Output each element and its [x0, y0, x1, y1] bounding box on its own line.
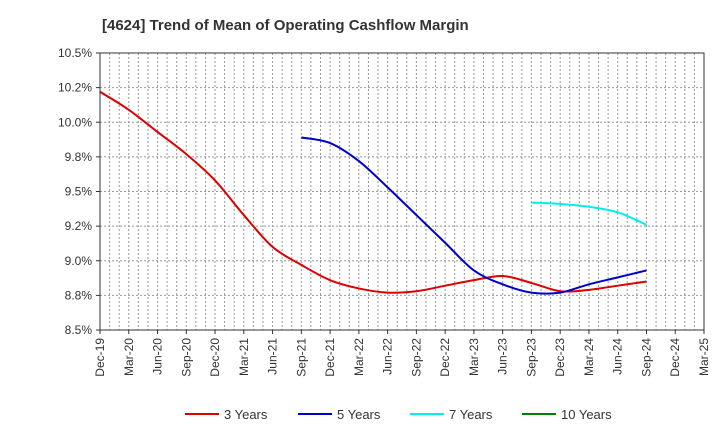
- legend-label-5-years: 5 Years: [337, 407, 381, 422]
- x-tick-label: Jun-20: [151, 338, 165, 375]
- x-tick-label: Jun-23: [496, 338, 510, 375]
- x-tick-label: Dec-22: [438, 338, 452, 377]
- y-tick-label: 9.2%: [65, 219, 93, 233]
- y-tick-label: 8.5%: [65, 323, 93, 337]
- y-tick-label: 10.0%: [58, 115, 92, 129]
- legend-label-3-years: 3 Years: [224, 407, 268, 422]
- series-line-5-years: [301, 136, 647, 295]
- x-tick-label: Mar-21: [237, 338, 251, 376]
- y-tick-label: 9.0%: [65, 254, 93, 268]
- x-tick-label: Mar-23: [467, 338, 481, 376]
- x-tick-label: Sep-24: [639, 338, 653, 377]
- x-axis: Dec-19 Mar-20 Jun-20 Sep-20 Dec-20 Mar-21 Jun-…: [93, 330, 711, 377]
- y-tick-label: 9.5%: [65, 185, 93, 199]
- x-tick-label: Dec-23: [553, 338, 567, 377]
- y-axis: 8.5% 8.8% 9.0% 9.2% 9.5% 9.8% 10.0% 10.2% 10.5%: [58, 46, 100, 337]
- y-tick-label: 10.2%: [58, 81, 92, 95]
- x-tick-label: Mar-25: [697, 338, 711, 376]
- x-tick-label: Sep-20: [179, 338, 193, 377]
- x-tick-label: Mar-24: [582, 338, 596, 376]
- x-tick-label: Jun-22: [381, 338, 395, 375]
- x-tick-label: Sep-21: [294, 338, 308, 377]
- x-tick-label: Dec-19: [93, 338, 107, 377]
- x-tick-label: Sep-23: [524, 338, 538, 377]
- x-tick-label: Dec-20: [208, 338, 222, 377]
- x-tick-label: Dec-24: [668, 338, 682, 377]
- x-tick-label: Sep-22: [409, 338, 423, 377]
- series-line-3-years: [99, 90, 647, 294]
- y-tick-label: 10.5%: [58, 46, 92, 60]
- legend: 3 Years 5 Years 7 Years 10 Years: [185, 407, 612, 422]
- series-layer: [99, 90, 647, 295]
- x-tick-label: Jun-24: [611, 338, 625, 375]
- x-tick-label: Mar-22: [352, 338, 366, 376]
- legend-label-10-years: 10 Years: [561, 407, 612, 422]
- x-tick-label: Jun-21: [266, 338, 280, 375]
- chart-title: [4624] Trend of Mean of Operating Cashfl…: [102, 17, 469, 34]
- legend-label-7-years: 7 Years: [449, 407, 493, 422]
- x-tick-label: Mar-20: [122, 338, 136, 376]
- y-tick-label: 8.8%: [65, 288, 93, 302]
- x-tick-label: Dec-21: [323, 338, 337, 377]
- y-tick-label: 9.8%: [65, 150, 93, 164]
- series-line-7-years: [531, 201, 647, 226]
- grid: [100, 52, 704, 331]
